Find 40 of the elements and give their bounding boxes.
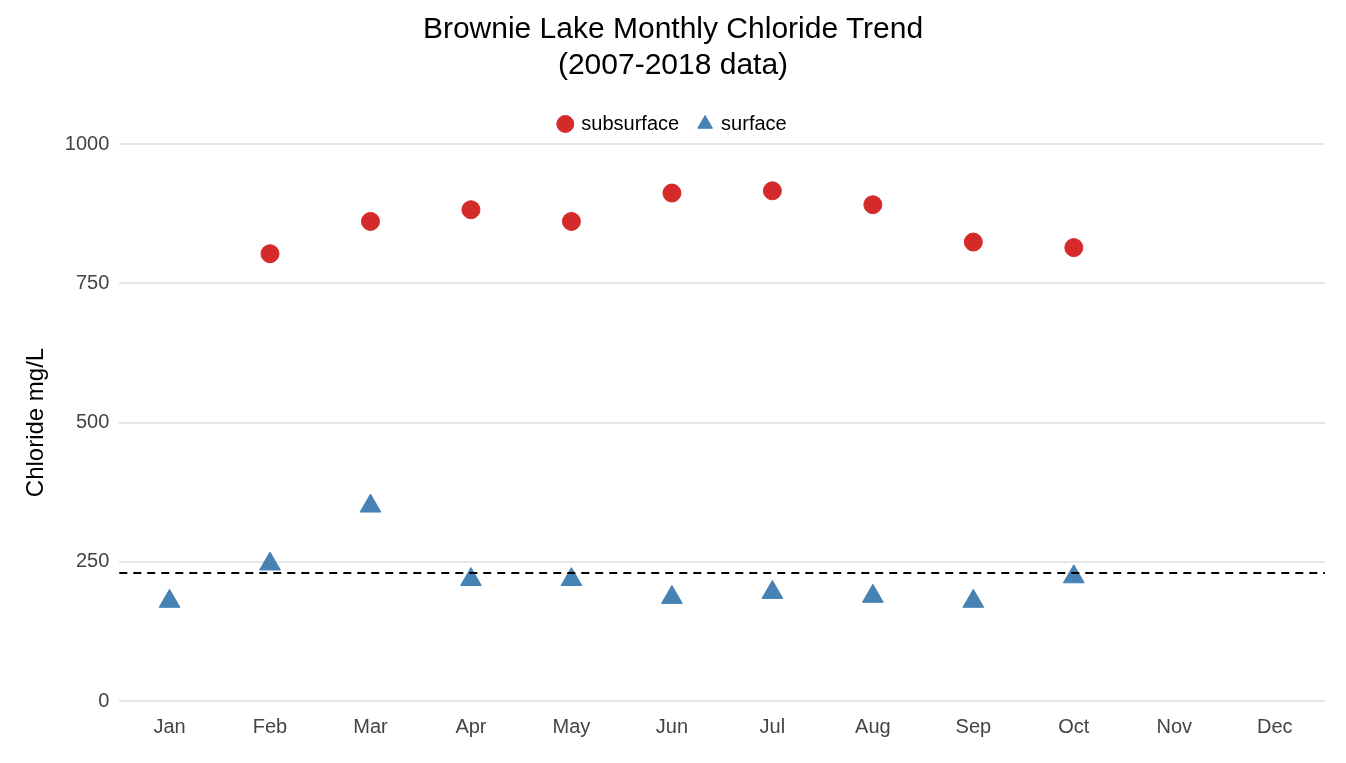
y-tick-label: 1000 — [64, 131, 110, 154]
point — [1062, 564, 1085, 584]
x-tick-label: May — [552, 714, 591, 737]
y-axis-title: Chloride mg/L — [21, 347, 49, 498]
x-tick-label: Apr — [455, 714, 487, 737]
x-tick-label: Dec — [1256, 714, 1293, 737]
point — [360, 211, 380, 231]
y-tick-label: 0 — [98, 688, 110, 711]
x-tick-label: Oct — [1058, 714, 1090, 737]
y-tick-label: 250 — [75, 549, 110, 572]
x-tick-label: Jul — [759, 714, 786, 737]
point — [460, 567, 482, 587]
point — [561, 211, 581, 231]
x-tick-label: Jan — [153, 714, 186, 737]
point — [259, 551, 281, 571]
point — [963, 232, 983, 252]
legend-label: surface — [721, 111, 787, 134]
point — [761, 579, 784, 599]
x-tick-label: Feb — [252, 714, 288, 737]
y-tick-label: 500 — [75, 410, 110, 433]
x-tick-label: Sep — [955, 714, 992, 737]
point — [461, 200, 481, 220]
x-tick-label: Aug — [855, 714, 891, 737]
x-tick-label: Nov — [1156, 714, 1193, 737]
point — [158, 588, 181, 608]
point — [1064, 238, 1084, 258]
legend-label: subsurface — [581, 111, 680, 134]
y-tick-label: 750 — [75, 270, 110, 293]
point — [962, 588, 985, 608]
point — [861, 583, 884, 603]
point — [661, 584, 683, 604]
point — [260, 244, 280, 264]
chart-title: Brownie Lake Monthly Chloride Trend (2007-2018 data) — [422, 11, 924, 81]
x-tick-label: Jun — [655, 714, 689, 737]
point — [662, 183, 682, 203]
point — [359, 493, 382, 513]
point — [560, 567, 583, 587]
point — [762, 181, 782, 201]
x-tick-label: Mar — [353, 714, 389, 737]
point — [863, 195, 883, 215]
